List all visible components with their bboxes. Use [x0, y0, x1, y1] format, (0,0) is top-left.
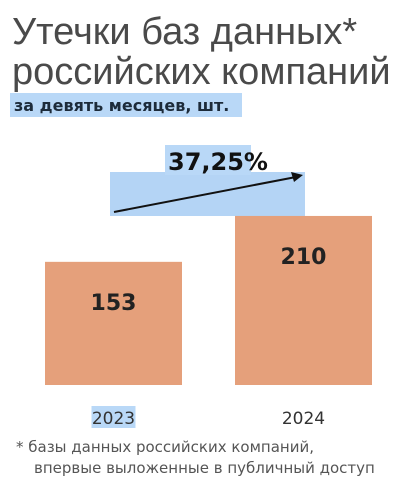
- subtitle-highlight: [10, 93, 242, 117]
- bar: [45, 261, 182, 385]
- chart-title: Утечки баз данных*: [12, 11, 357, 53]
- data-label: 153: [91, 291, 137, 316]
- annotation-highlight: [165, 145, 251, 175]
- growth-annotation: 37,25%: [168, 148, 268, 176]
- chart-title: российских компаний: [12, 51, 391, 93]
- data-label: 210: [281, 245, 327, 270]
- arrow-head: [291, 172, 303, 182]
- footnote: впервые выложенные в публичный доступ: [34, 459, 375, 477]
- x-tick-label: 2023: [92, 409, 135, 429]
- category-highlight: [91, 406, 136, 428]
- bar: [235, 215, 372, 385]
- growth-arrow: [113, 176, 297, 213]
- chart-subtitle: за девять месяцев, шт.: [14, 96, 229, 115]
- x-tick-label: 2024: [282, 409, 325, 429]
- footnote: * базы данных российских компаний,: [16, 438, 314, 456]
